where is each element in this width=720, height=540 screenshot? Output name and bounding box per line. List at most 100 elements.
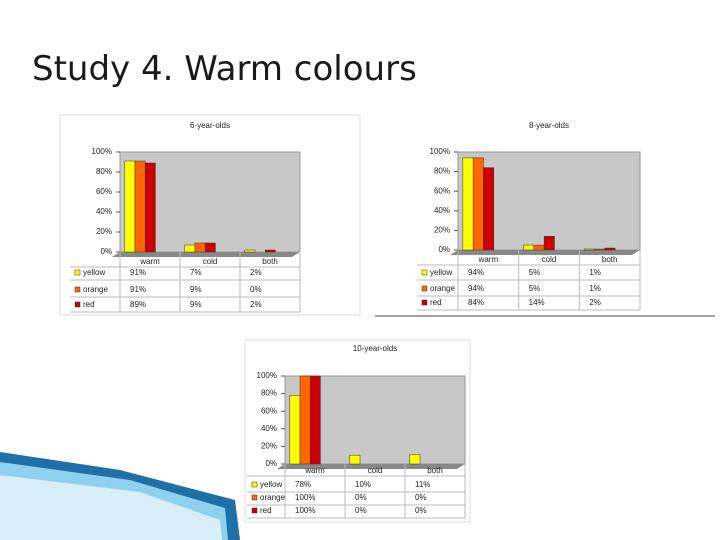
y-tick-label: 100% bbox=[257, 371, 277, 380]
table-cell: 84% bbox=[468, 298, 484, 307]
table-cell: 0% bbox=[355, 506, 367, 515]
bar bbox=[543, 236, 555, 251]
table-cell: 91% bbox=[130, 268, 146, 277]
bar bbox=[299, 375, 311, 465]
y-tick-label: 60% bbox=[96, 187, 112, 196]
bar bbox=[533, 244, 545, 251]
legend-label: yellow bbox=[260, 480, 282, 489]
bar bbox=[594, 248, 606, 251]
table-cell: 7% bbox=[190, 268, 202, 277]
table-cell: 0% bbox=[355, 493, 367, 502]
y-tick-label: 40% bbox=[434, 206, 450, 215]
bar bbox=[462, 157, 474, 251]
plot-floor bbox=[277, 464, 465, 469]
y-tick-label: 20% bbox=[96, 227, 112, 236]
y-tick-label: 20% bbox=[434, 226, 450, 235]
bar bbox=[604, 247, 616, 251]
table-cell: 94% bbox=[468, 268, 484, 277]
chart-title: 10-year-olds bbox=[353, 344, 397, 353]
legend-swatch bbox=[251, 481, 258, 488]
table-cell: 100% bbox=[295, 493, 315, 502]
y-tick-label: 100% bbox=[92, 147, 112, 156]
bar bbox=[309, 375, 321, 465]
bar bbox=[409, 454, 421, 465]
bar bbox=[134, 160, 146, 253]
table-cell: 10% bbox=[355, 480, 371, 489]
table-cell: 5% bbox=[529, 284, 541, 293]
legend-swatch bbox=[74, 301, 81, 308]
y-tick-label: 0% bbox=[265, 459, 277, 468]
y-tick-label: 40% bbox=[261, 424, 277, 433]
x-tick-label: warm bbox=[139, 257, 160, 266]
legend-label: red bbox=[83, 300, 95, 309]
table-cell: 91% bbox=[130, 285, 146, 294]
table-cell: 0% bbox=[415, 493, 427, 502]
bar bbox=[124, 160, 136, 253]
bar bbox=[472, 157, 484, 251]
x-tick-label: cold bbox=[542, 255, 557, 264]
y-tick-label: 60% bbox=[261, 406, 277, 415]
legend-label: red bbox=[260, 506, 272, 515]
legend-label: yellow bbox=[83, 268, 105, 277]
table-cell: 9% bbox=[190, 300, 202, 309]
table-cell: 1% bbox=[589, 284, 601, 293]
plot-floor bbox=[450, 250, 640, 255]
y-tick-label: 20% bbox=[261, 442, 277, 451]
legend-label: orange bbox=[430, 284, 455, 293]
legend-label: orange bbox=[260, 493, 285, 502]
table-cell: 0% bbox=[415, 506, 427, 515]
legend-label: orange bbox=[83, 285, 108, 294]
bar bbox=[144, 162, 156, 253]
slide-title: Study 4. Warm colours bbox=[32, 49, 417, 89]
x-tick-label: warm bbox=[478, 255, 499, 264]
bar bbox=[483, 167, 495, 251]
bar bbox=[194, 242, 206, 253]
chart-title: 8-year-olds bbox=[529, 121, 569, 130]
table-cell: 2% bbox=[250, 300, 262, 309]
x-tick-label: both bbox=[427, 466, 443, 475]
legend-swatch bbox=[251, 494, 258, 501]
legend-swatch bbox=[74, 269, 81, 276]
y-tick-label: 0% bbox=[100, 247, 112, 256]
table-cell: 11% bbox=[415, 480, 430, 489]
bar bbox=[289, 395, 301, 465]
legend-label: yellow bbox=[430, 268, 452, 277]
table-cell: 100% bbox=[295, 506, 315, 515]
table-cell: 9% bbox=[190, 285, 202, 294]
y-tick-label: 80% bbox=[96, 167, 112, 176]
legend-swatch bbox=[421, 269, 428, 276]
decor-swoosh bbox=[0, 475, 222, 540]
table-cell: 14% bbox=[529, 298, 545, 307]
y-tick-label: 80% bbox=[261, 389, 277, 398]
bar bbox=[264, 249, 276, 253]
bar bbox=[204, 242, 216, 253]
legend-swatch bbox=[421, 285, 428, 292]
legend-swatch bbox=[251, 507, 258, 514]
bar bbox=[244, 249, 256, 253]
x-tick-label: cold bbox=[368, 466, 383, 475]
table-cell: 1% bbox=[589, 268, 601, 277]
bar bbox=[523, 244, 535, 251]
y-tick-label: 0% bbox=[438, 245, 450, 254]
table-cell: 2% bbox=[589, 298, 601, 307]
plot-floor bbox=[112, 252, 300, 257]
legend-swatch bbox=[74, 286, 81, 293]
y-tick-label: 40% bbox=[96, 207, 112, 216]
bar bbox=[349, 454, 361, 465]
x-tick-label: both bbox=[262, 257, 278, 266]
y-tick-label: 100% bbox=[430, 147, 450, 156]
x-tick-label: both bbox=[602, 255, 618, 264]
table-cell: 5% bbox=[529, 268, 541, 277]
legend-label: red bbox=[430, 298, 442, 307]
x-tick-label: cold bbox=[203, 257, 218, 266]
table-cell: 0% bbox=[250, 285, 262, 294]
bar bbox=[583, 248, 595, 251]
table-cell: 2% bbox=[250, 268, 262, 277]
table-cell: 78% bbox=[295, 480, 311, 489]
x-tick-label: warm bbox=[304, 466, 325, 475]
chart-title: 6-year-olds bbox=[190, 121, 230, 130]
bar bbox=[184, 244, 196, 253]
table-cell: 89% bbox=[130, 300, 146, 309]
legend-swatch bbox=[421, 299, 428, 306]
